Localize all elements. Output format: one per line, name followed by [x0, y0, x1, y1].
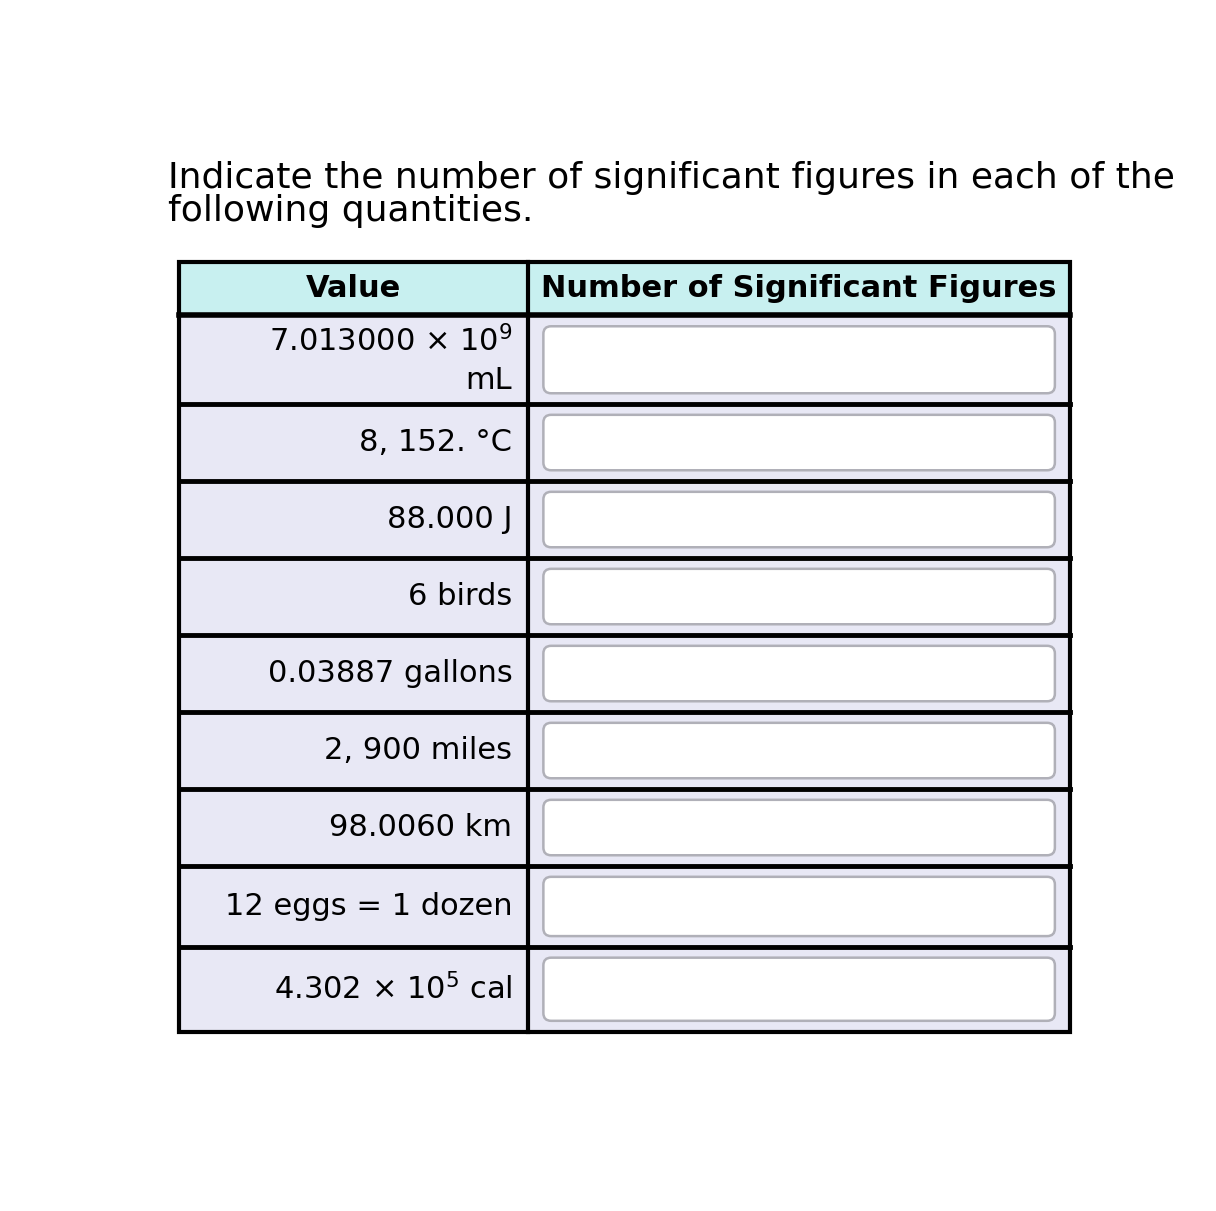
- FancyBboxPatch shape: [544, 569, 1054, 624]
- Bar: [179, 947, 1070, 1032]
- Text: 88.000 J: 88.000 J: [387, 505, 512, 534]
- Text: 12 eggs = 1 dozen: 12 eggs = 1 dozen: [225, 893, 512, 920]
- Text: 4.302 × 10$^{5}$ cal: 4.302 × 10$^{5}$ cal: [274, 972, 512, 1005]
- Bar: [179, 262, 1070, 316]
- Bar: [179, 558, 1070, 635]
- FancyBboxPatch shape: [544, 492, 1054, 547]
- Text: Number of Significant Figures: Number of Significant Figures: [541, 274, 1057, 303]
- Bar: [179, 481, 1070, 558]
- FancyBboxPatch shape: [544, 723, 1054, 779]
- FancyBboxPatch shape: [544, 958, 1054, 1021]
- Text: following quantities.: following quantities.: [168, 194, 533, 228]
- Bar: [179, 316, 1070, 404]
- Text: 6 birds: 6 birds: [409, 582, 512, 612]
- Bar: [179, 790, 1070, 866]
- Text: 0.03887 gallons: 0.03887 gallons: [268, 659, 512, 688]
- FancyBboxPatch shape: [544, 799, 1054, 855]
- Text: 7.013000 × 10$^{9}$
mL: 7.013000 × 10$^{9}$ mL: [269, 325, 512, 395]
- Text: Indicate the number of significant figures in each of the: Indicate the number of significant figur…: [168, 161, 1175, 195]
- FancyBboxPatch shape: [544, 645, 1054, 701]
- Bar: [179, 262, 1070, 1032]
- Bar: [179, 712, 1070, 790]
- Bar: [179, 404, 1070, 481]
- Bar: [179, 866, 1070, 947]
- Text: Value: Value: [306, 274, 401, 303]
- Bar: [179, 635, 1070, 712]
- FancyBboxPatch shape: [544, 877, 1054, 936]
- FancyBboxPatch shape: [544, 415, 1054, 470]
- Text: 2, 900 miles: 2, 900 miles: [325, 736, 512, 765]
- Text: 8, 152. °C: 8, 152. °C: [360, 427, 512, 457]
- Text: 98.0060 km: 98.0060 km: [330, 813, 512, 842]
- FancyBboxPatch shape: [544, 326, 1054, 394]
